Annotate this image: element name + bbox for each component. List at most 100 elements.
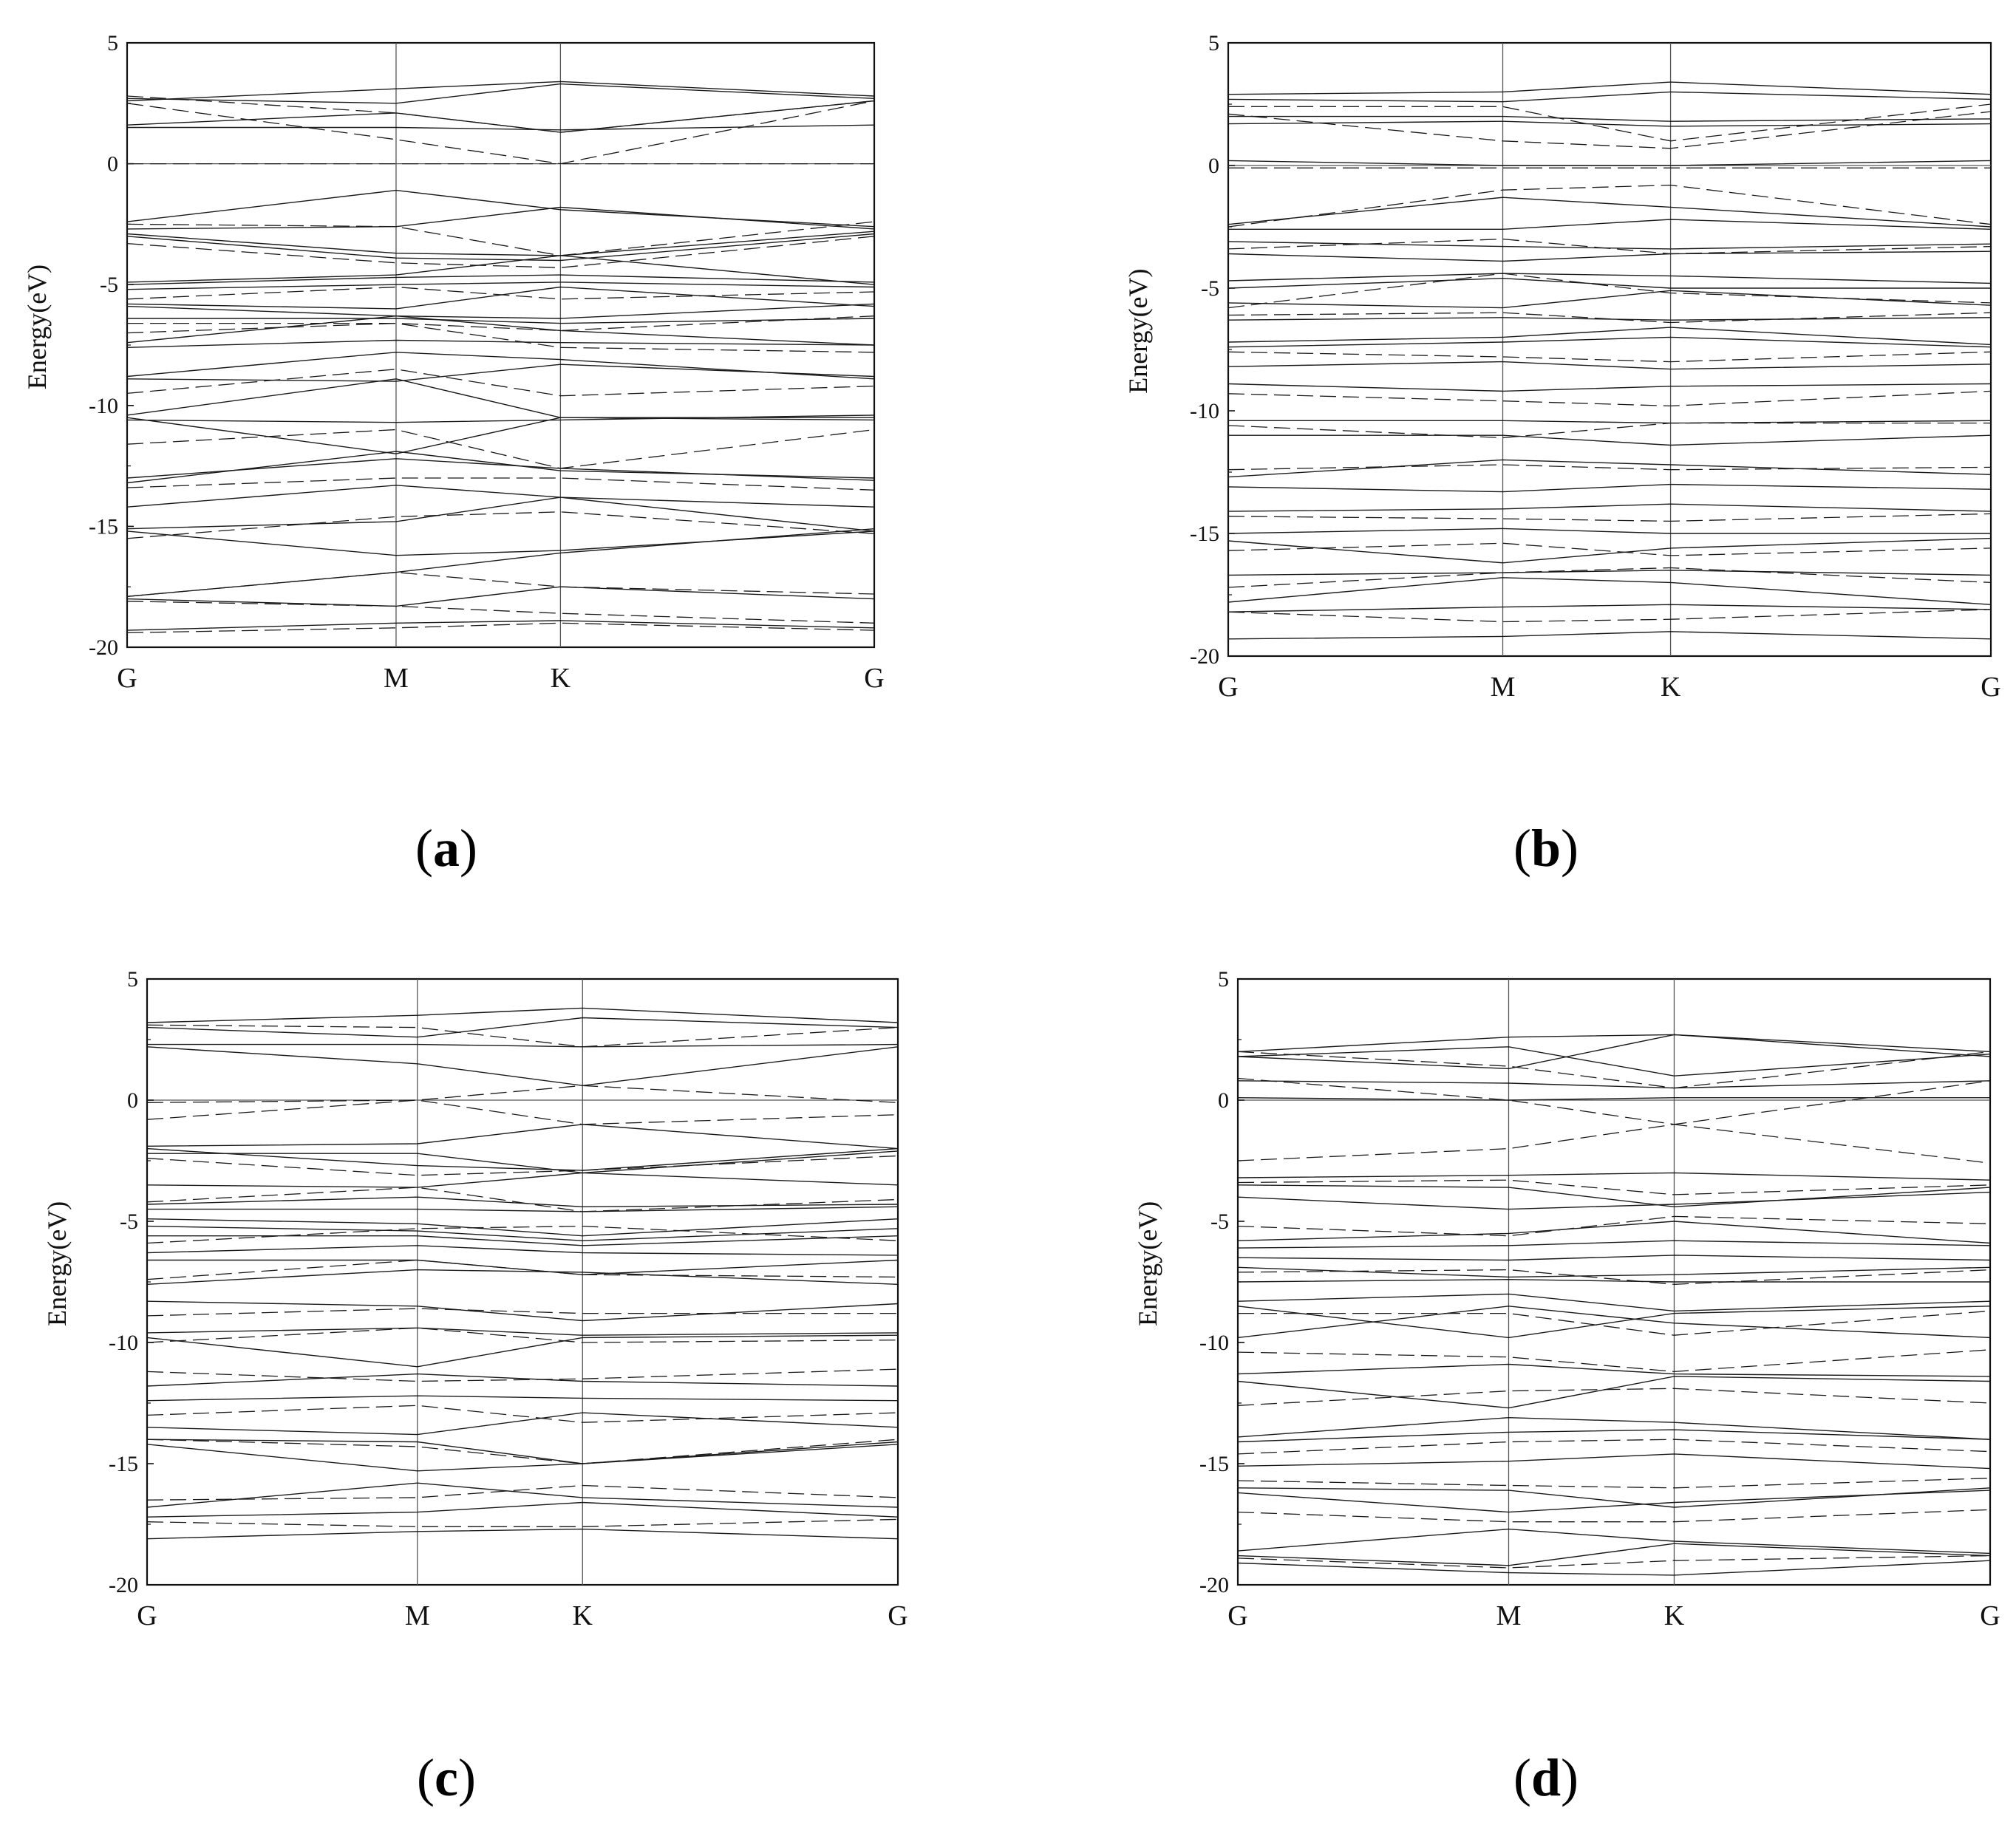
band-dashed-13 xyxy=(146,1518,899,1527)
band-solid-22 xyxy=(1237,1490,1991,1513)
band-solid-21 xyxy=(146,1412,899,1436)
band-dashed-4 xyxy=(126,236,875,268)
band-solid-8 xyxy=(1227,250,1992,262)
band-dashed-6 xyxy=(146,1259,899,1280)
y-tick-label: -15 xyxy=(1190,522,1219,546)
plot-frame xyxy=(146,977,899,1586)
band-solid-23 xyxy=(126,485,875,508)
band-dashed-9 xyxy=(126,429,875,469)
y-axis-label: Energy(eV) xyxy=(1133,1201,1162,1326)
band-solid-10 xyxy=(126,282,875,290)
panel-b: 5 0 -5 -10 -15 -20 Energy(eV) G M K G (b) xyxy=(1123,31,2001,878)
y-tick-label: -15 xyxy=(1199,1452,1229,1476)
band-solid-10 xyxy=(1237,1255,1991,1261)
y-tick-label: -20 xyxy=(1190,644,1219,669)
band-solid-12 xyxy=(1227,317,1992,321)
band-dashed-14 xyxy=(1227,609,1992,623)
band-dashed-10 xyxy=(1227,464,1992,471)
kpoint-label-K: K xyxy=(1664,1600,1685,1631)
y-tick-label: 5 xyxy=(127,967,138,992)
panel-caption: (c) xyxy=(417,1748,476,1807)
band-dashed-3 xyxy=(1227,184,1992,228)
band-solid-16 xyxy=(126,352,875,380)
band-solid-3 xyxy=(147,1043,899,1048)
band-solid-2 xyxy=(127,124,875,131)
band-solid-22 xyxy=(146,1439,899,1464)
band-dashed-3 xyxy=(126,221,875,256)
band-solid-9 xyxy=(126,274,875,285)
band-dashed-11 xyxy=(146,1439,899,1464)
band-solid-7 xyxy=(1237,1191,1991,1210)
panel-caption: (b) xyxy=(1513,819,1579,878)
band-solid-13 xyxy=(1227,327,1992,346)
band-dashed-0 xyxy=(1237,1051,1991,1089)
y-axis-label: Energy(eV) xyxy=(22,265,52,389)
band-solid-14 xyxy=(147,1259,899,1275)
band-dashed-7 xyxy=(126,322,875,353)
band-solid-6 xyxy=(126,231,875,256)
kpoint-label-G: G xyxy=(888,1600,907,1631)
band-solid-22 xyxy=(126,451,875,484)
band-solid-15 xyxy=(126,339,875,348)
band-dashed-6 xyxy=(1227,312,1992,324)
band-solid-21 xyxy=(1227,503,1992,512)
y-tick-label: -20 xyxy=(109,1573,138,1597)
panel-caption: (a) xyxy=(415,819,477,878)
band-solid-5 xyxy=(1237,1172,1991,1181)
kpoint-label-G: G xyxy=(1981,672,2000,703)
band-solid-9 xyxy=(1227,273,1992,284)
band-solid-27 xyxy=(126,586,875,607)
band-solid-11 xyxy=(126,286,875,310)
band-dashed-0 xyxy=(126,95,875,133)
band-solid-3 xyxy=(1237,1080,1991,1089)
band-solid-0 xyxy=(146,1007,899,1023)
band-solid-20 xyxy=(1237,1453,1991,1470)
y-tick-label: -20 xyxy=(1199,1573,1229,1597)
band-dashed-0 xyxy=(146,1024,899,1048)
band-dashed-12 xyxy=(126,571,875,597)
band-solid-25 xyxy=(1237,1560,1991,1576)
y-tick-label: -5 xyxy=(120,1209,138,1234)
band-dashed-12 xyxy=(1227,542,1992,556)
y-tick-label: 0 xyxy=(107,152,118,177)
band-dashed-10 xyxy=(1237,1478,1991,1489)
panel-caption: (d) xyxy=(1513,1748,1579,1807)
band-dashed-9 xyxy=(1237,1439,1991,1455)
band-solid-16 xyxy=(146,1300,899,1322)
band-dashed-0 xyxy=(1228,103,1992,142)
y-tick-label: -10 xyxy=(89,394,118,418)
band-solid-13 xyxy=(1237,1293,1991,1312)
band-dashed-4 xyxy=(1227,238,1992,255)
band-solid-25 xyxy=(126,530,875,556)
band-solid-18 xyxy=(1228,434,1992,446)
band-dashed-1 xyxy=(146,1085,899,1103)
band-solid-24 xyxy=(1237,1543,1991,1566)
band-dashed-8 xyxy=(1227,390,1992,407)
band-solid-19 xyxy=(126,414,875,423)
band-dashed-12 xyxy=(146,1484,899,1501)
band-solid-23 xyxy=(146,1444,899,1472)
band-dashed-7 xyxy=(1227,351,1992,363)
panel-caption-letter: d xyxy=(1531,1748,1561,1807)
kpoint-label-G: G xyxy=(864,663,884,694)
band-dashed-7 xyxy=(1237,1349,1991,1373)
band-dashed-13 xyxy=(1227,567,1992,588)
band-solid-10 xyxy=(146,1218,899,1237)
band-dashed-6 xyxy=(127,315,875,332)
band-solid-4 xyxy=(1227,160,1992,166)
band-solid-1 xyxy=(1227,91,1992,103)
band-solid-23 xyxy=(1227,537,1992,564)
band-solid-15 xyxy=(1227,361,1992,370)
band-solid-16 xyxy=(1227,383,1992,392)
band-solid-13 xyxy=(146,1245,899,1256)
band-solid-14 xyxy=(1227,336,1992,348)
band-solid-24 xyxy=(1227,570,1992,576)
band-solid-1 xyxy=(146,1017,899,1038)
y-tick-label: -15 xyxy=(109,1452,138,1476)
band-solid-7 xyxy=(146,1172,899,1188)
y-axis-label: Energy(eV) xyxy=(42,1201,72,1326)
band-dashed-14 xyxy=(126,622,875,634)
band-dashed-4 xyxy=(146,1187,899,1212)
band-dashed-9 xyxy=(146,1368,899,1382)
band-solid-25 xyxy=(146,1501,899,1518)
